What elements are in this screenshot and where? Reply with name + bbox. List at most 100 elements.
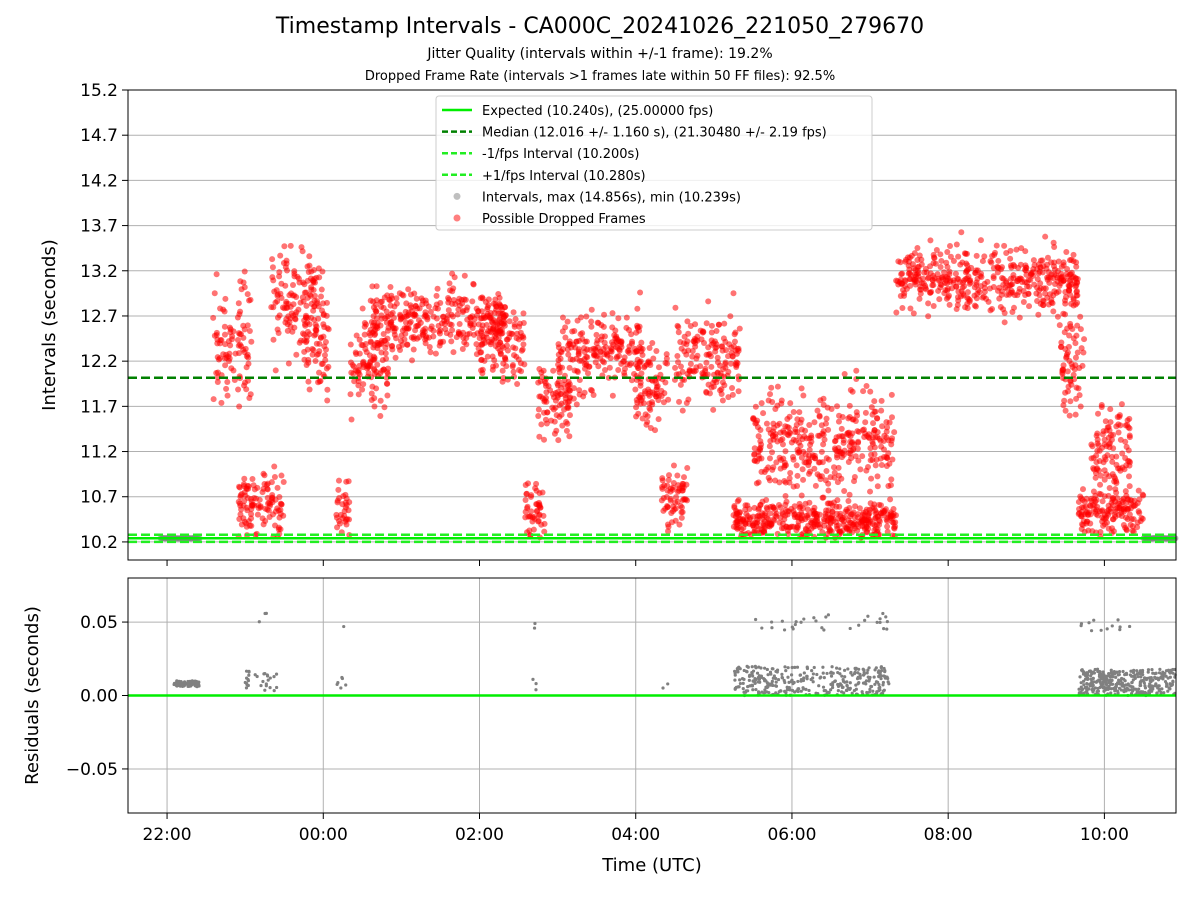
dropped-frame-point [848, 511, 855, 518]
dropped-frame-point [609, 324, 616, 331]
dropped-frame-point [678, 514, 685, 521]
dropped-frame-point [910, 310, 917, 317]
residual-point [833, 679, 837, 683]
dropped-frame-point [937, 264, 944, 271]
dropped-frame-point [289, 282, 296, 289]
dropped-frame-point [649, 339, 656, 346]
residual-point [796, 679, 800, 684]
dropped-frame-point [677, 338, 684, 345]
dropped-frame-point [632, 386, 639, 393]
dropped-frame-point [1006, 282, 1013, 289]
dropped-frame-point [1056, 322, 1063, 329]
dropped-frame-point [1081, 528, 1088, 535]
dropped-frame-point [280, 512, 287, 519]
dropped-frame-point [1058, 270, 1065, 277]
residual-point [1157, 684, 1161, 688]
dropped-frame-point [566, 364, 573, 371]
residual-point [857, 681, 861, 685]
residual-point [822, 628, 826, 632]
dropped-frame-point [1060, 259, 1067, 266]
dropped-frame-point [687, 322, 694, 329]
dropped-frame-point [888, 414, 895, 421]
dropped-frame-point [879, 507, 886, 514]
residual-point [802, 676, 806, 680]
dropped-frame-point [1126, 425, 1133, 432]
residual-point [756, 675, 761, 680]
dropped-frame-point [977, 283, 984, 290]
dropped-frame-point [835, 464, 842, 471]
dropped-frame-point [609, 310, 616, 317]
dropped-frame-point [963, 260, 970, 267]
residual-point [757, 691, 761, 695]
dropped-frame-point [570, 395, 577, 402]
dropped-frame-point [1094, 440, 1101, 447]
residual-point [858, 672, 862, 676]
dropped-frame-point [321, 323, 328, 330]
dropped-frame-point [964, 275, 971, 282]
dropped-frame-point [884, 511, 891, 518]
dropped-frame-point [664, 504, 671, 511]
residual-point [1118, 625, 1122, 629]
residual-point [666, 682, 670, 686]
dropped-frame-point [681, 333, 688, 340]
dropped-frame-point [593, 331, 600, 338]
dropped-frame-point [621, 358, 628, 365]
dropped-frame-point [479, 295, 486, 302]
dropped-frame-point [727, 313, 734, 320]
dropped-frame-point [1076, 392, 1083, 399]
dropped-frame-point [450, 285, 457, 292]
residual-point [787, 687, 791, 692]
dropped-frame-point [522, 496, 529, 503]
residual-point [765, 667, 769, 672]
dropped-frame-point [565, 351, 572, 358]
dropped-frame-point [822, 477, 829, 484]
legend-swatch [453, 214, 461, 222]
residual-point [848, 681, 852, 685]
dropped-frame-point [652, 427, 659, 434]
residual-point [794, 620, 798, 624]
dropped-frame-point [1077, 313, 1084, 320]
dropped-frame-point [260, 470, 267, 477]
dropped-frame-point [281, 305, 288, 312]
dropped-frame-point [384, 392, 391, 399]
dropped-frame-point [667, 496, 674, 503]
residual-point [247, 669, 251, 673]
dropped-frame-point [1061, 277, 1068, 284]
dropped-frame-point [618, 338, 625, 345]
dropped-frame-point [1022, 262, 1029, 269]
residual-point [742, 690, 746, 694]
dropped-frame-point [359, 305, 366, 312]
dropped-frame-point [755, 433, 762, 440]
residual-point [1147, 676, 1152, 680]
dropped-frame-point [304, 294, 311, 301]
residual-point [884, 615, 888, 619]
dropped-frame-point [989, 306, 996, 313]
dropped-frame-point [361, 331, 368, 338]
dropped-frame-point [535, 379, 542, 386]
dropped-frame-point [794, 524, 801, 531]
residual-point [1133, 673, 1137, 678]
dropped-frame-point [1045, 301, 1052, 308]
dropped-frame-point [820, 395, 827, 402]
dropped-frame-point [575, 346, 582, 353]
residual-point [804, 687, 808, 692]
residual-point [1077, 687, 1081, 691]
dropped-frame-point [404, 341, 411, 348]
dropped-frame-point [864, 517, 871, 524]
dropped-frame-point [1000, 306, 1007, 313]
dropped-frame-point [964, 289, 971, 296]
dropped-frame-point [570, 341, 577, 348]
dropped-frame-point [478, 356, 485, 363]
dropped-frame-point [883, 428, 890, 435]
dropped-frame-point [369, 383, 376, 390]
dropped-frame-point [863, 506, 870, 513]
residual-point [733, 686, 737, 690]
residual-point [1169, 668, 1173, 672]
dropped-frame-point [855, 439, 862, 446]
residual-point [1091, 683, 1095, 687]
residual-point [175, 684, 179, 688]
dropped-frame-point [638, 370, 645, 377]
dropped-frame-point [244, 291, 251, 298]
dropped-frame-point [1097, 481, 1104, 488]
dropped-frame-point [530, 526, 537, 533]
